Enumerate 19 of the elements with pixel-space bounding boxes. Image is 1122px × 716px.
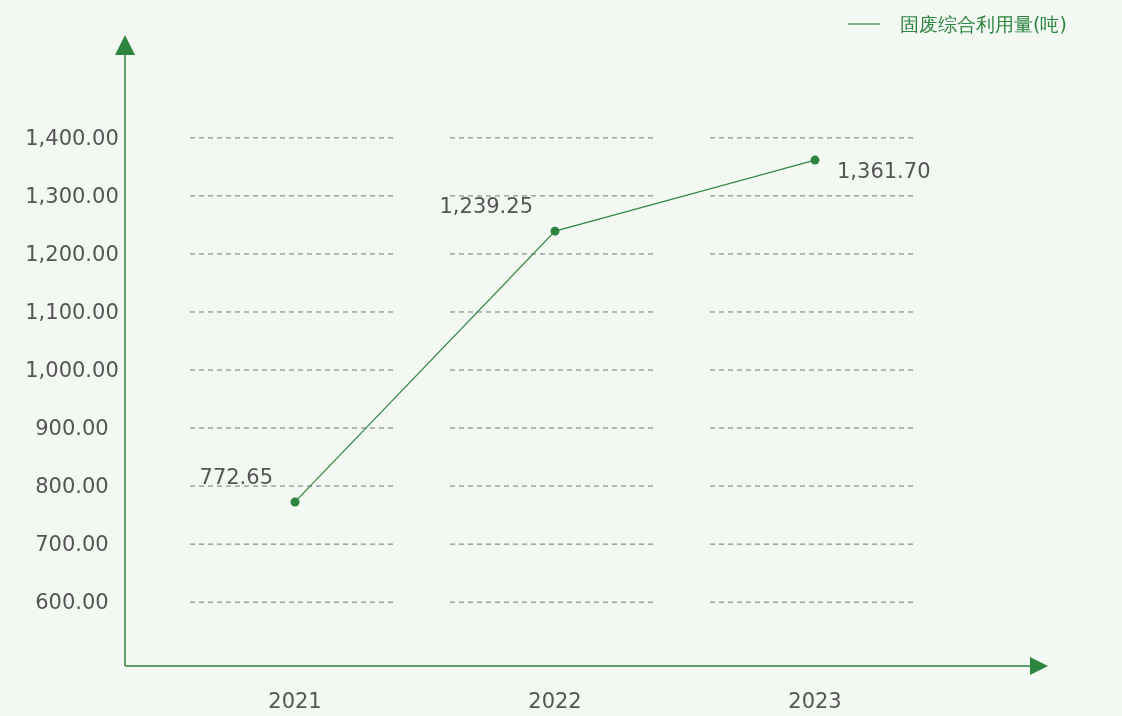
y-tick-label: 1,300.00 xyxy=(25,183,119,208)
data-label: 1,239.25 xyxy=(439,194,533,219)
point xyxy=(550,226,560,236)
data-label: 1,361.70 xyxy=(837,159,931,184)
y-tick-label: 1,200.00 xyxy=(25,241,119,266)
y-tick-label: 1,400.00 xyxy=(25,125,119,150)
point xyxy=(290,497,300,507)
y-tick-label: 1,100.00 xyxy=(25,299,119,324)
point xyxy=(810,155,820,165)
y-tick-label: 900.00 xyxy=(35,416,109,441)
x-tick-label: 2022 xyxy=(528,689,582,713)
y-tick-label: 600.00 xyxy=(35,590,109,615)
legend-label: 固废综合利用量(吨) xyxy=(900,13,1067,35)
x-tick-label: 2021 xyxy=(268,689,322,713)
y-tick-label: 800.00 xyxy=(35,474,109,499)
x-tick-label: 2023 xyxy=(788,689,842,713)
data-label: 772.65 xyxy=(199,464,273,489)
y-tick-label: 1,000.00 xyxy=(25,358,119,383)
y-tick-label: 700.00 xyxy=(35,532,109,557)
